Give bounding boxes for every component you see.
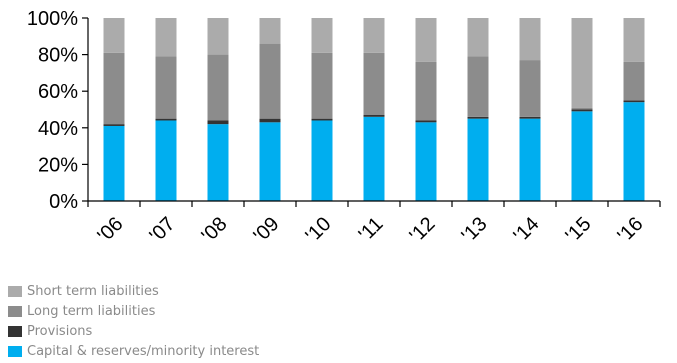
bar-segment-provisions-8	[519, 116, 541, 119]
bar-segment-long-term-liabilities-2	[207, 54, 229, 121]
bar-segment-short-term-liabilities-6	[415, 18, 437, 62]
bar-segment-capital-reserves-minority-interest-8	[519, 118, 541, 201]
bar-segment-long-term-liabilities-3	[259, 43, 281, 119]
x-tick-label: '15	[562, 213, 596, 247]
bar-segment-long-term-liabilities-6	[415, 61, 437, 121]
x-tick-label: '10	[302, 213, 336, 247]
chart-legend: Short term liabilities Long term liabili…	[8, 281, 668, 361]
y-tick-label: 40%	[38, 118, 78, 140]
legend-item-provisions: Provisions	[8, 321, 668, 341]
bar-segment-provisions-0	[103, 124, 125, 126]
bar-segment-provisions-10	[623, 100, 645, 103]
bars-layer	[103, 18, 645, 201]
bar-segment-short-term-liabilities-8	[519, 18, 541, 61]
x-tick-label: '11	[355, 213, 388, 246]
chart-area: 0% 20% 40% 60% 80% 100% '06 '07 '08 '09 '10 '11 '12…	[27, 8, 661, 247]
bar-segment-short-term-liabilities-3	[259, 18, 281, 44]
legend-item-capital-reserves: Capital & reserves/minority interest	[8, 341, 668, 361]
y-tick-label: 0%	[49, 191, 78, 213]
bar-segment-capital-reserves-minority-interest-7	[467, 118, 489, 201]
x-tick-label: '12	[406, 213, 440, 247]
x-tick-label: '06	[94, 213, 128, 247]
bar-segment-capital-reserves-minority-interest-5	[363, 116, 385, 201]
x-tick-label: '09	[250, 213, 284, 247]
y-tick-label: 100%	[27, 8, 78, 30]
bar-segment-provisions-2	[207, 120, 229, 125]
x-tick-label: '14	[510, 213, 544, 247]
bar-segment-long-term-liabilities-4	[311, 52, 333, 119]
legend-swatch-provisions	[8, 325, 22, 337]
legend-label: Short term liabilities	[27, 283, 159, 299]
legend-item-short-term-liabilities: Short term liabilities	[8, 281, 668, 301]
bar-segment-long-term-liabilities-7	[467, 56, 489, 117]
bar-segment-provisions-7	[467, 116, 489, 119]
bar-segment-long-term-liabilities-10	[623, 61, 645, 101]
bar-segment-capital-reserves-minority-interest-4	[311, 120, 333, 201]
legend-label: Capital & reserves/minority interest	[27, 343, 260, 359]
bar-segment-short-term-liabilities-1	[155, 18, 177, 57]
legend-label: Long term liabilities	[27, 303, 156, 319]
y-tick-label: 60%	[38, 81, 78, 103]
x-tick-labels: '06 '07 '08 '09 '10 '11 '12 '13 '14 '15 '16	[94, 213, 648, 247]
axes-layer	[82, 17, 661, 207]
bar-segment-provisions-4	[311, 118, 333, 121]
bar-segment-short-term-liabilities-2	[207, 18, 229, 55]
legend-item-long-term-liabilities: Long term liabilities	[8, 301, 668, 321]
bar-segment-capital-reserves-minority-interest-9	[571, 111, 593, 201]
bar-segment-provisions-3	[259, 118, 281, 123]
legend-swatch-long-term	[8, 305, 22, 317]
bar-segment-short-term-liabilities-5	[363, 18, 385, 53]
bar-segment-short-term-liabilities-9	[571, 18, 593, 108]
bar-segment-provisions-6	[415, 120, 437, 123]
x-tick-label: '08	[198, 213, 232, 247]
stacked-bar-chart: 0% 20% 40% 60% 80% 100% '06 '07 '08 '09 '10 '11 '12…	[27, 8, 661, 247]
bar-segment-capital-reserves-minority-interest-10	[623, 102, 645, 201]
legend-swatch-short-term	[8, 285, 22, 297]
bar-segment-short-term-liabilities-0	[103, 18, 125, 53]
legend-swatch-capital	[8, 345, 22, 357]
bar-segment-short-term-liabilities-4	[311, 18, 333, 53]
bar-segment-long-term-liabilities-0	[103, 52, 125, 125]
bar-segment-long-term-liabilities-9	[571, 107, 593, 110]
bar-segment-capital-reserves-minority-interest-6	[415, 122, 437, 201]
bar-segment-long-term-liabilities-1	[155, 56, 177, 119]
bar-segment-short-term-liabilities-7	[467, 18, 489, 57]
y-tick-label: 20%	[38, 154, 78, 176]
bar-segment-capital-reserves-minority-interest-1	[155, 120, 177, 201]
legend-label: Provisions	[27, 323, 93, 339]
x-tick-label: '16	[614, 213, 648, 247]
bar-segment-long-term-liabilities-8	[519, 60, 541, 117]
y-tick-labels: 0% 20% 40% 60% 80% 100%	[27, 8, 78, 213]
y-tick-label: 80%	[38, 45, 78, 67]
bar-segment-long-term-liabilities-5	[363, 52, 385, 115]
bar-segment-short-term-liabilities-10	[623, 18, 645, 62]
x-tick-label: '13	[458, 213, 492, 247]
x-tick-label: '07	[146, 213, 180, 247]
bar-segment-provisions-5	[363, 114, 385, 117]
bar-segment-provisions-1	[155, 118, 177, 121]
bar-segment-capital-reserves-minority-interest-2	[207, 124, 229, 201]
bar-segment-provisions-9	[571, 109, 593, 112]
bar-segment-capital-reserves-minority-interest-0	[103, 125, 125, 201]
bar-segment-capital-reserves-minority-interest-3	[259, 122, 281, 201]
